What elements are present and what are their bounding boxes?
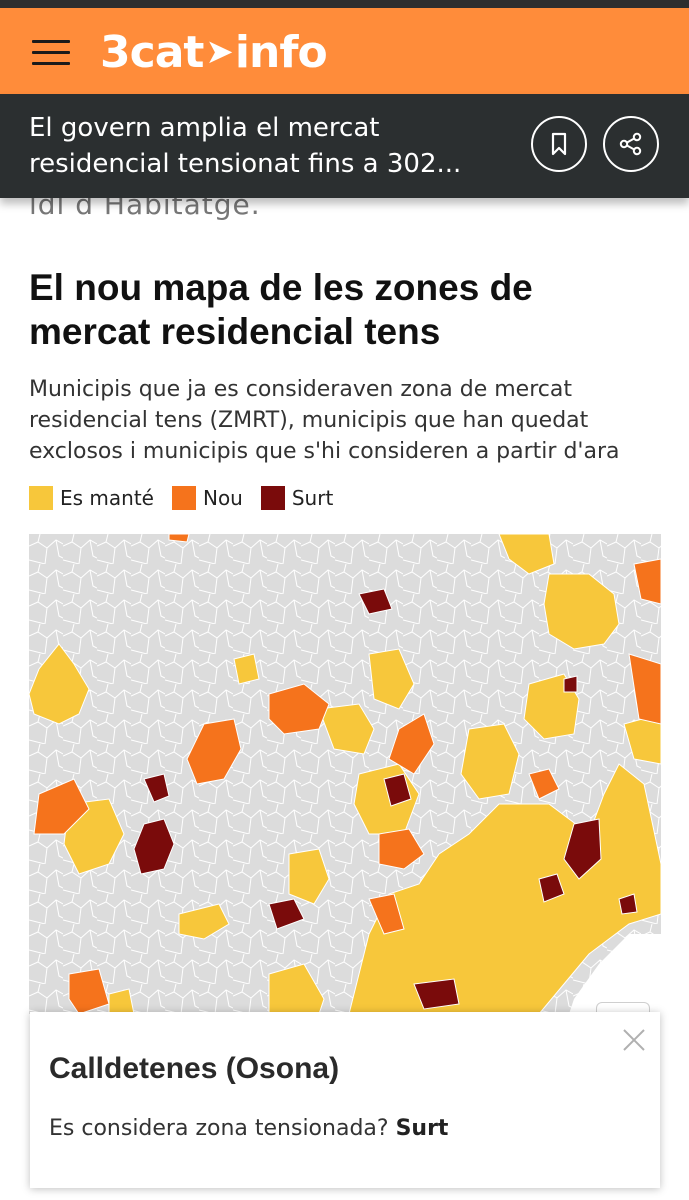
- legend-label: Surt: [291, 486, 334, 510]
- legend-label: Nou: [202, 486, 243, 510]
- region-west-1: [29, 643, 90, 725]
- region-surt-9: [538, 873, 565, 903]
- region-surt-6: [268, 898, 305, 930]
- region-surt-7: [413, 978, 460, 1010]
- region-south-1: [268, 963, 325, 1014]
- bookmark-button[interactable]: [531, 116, 587, 172]
- municipality-map[interactable]: [29, 534, 661, 1014]
- legend-swatch-nou: [171, 486, 196, 510]
- brand-logo[interactable]: 3cat ➤ info: [100, 24, 328, 80]
- map-svg[interactable]: [29, 534, 661, 1014]
- bookmark-icon: [551, 132, 567, 156]
- region-nou-3: [388, 713, 435, 775]
- region-nou-2: [268, 683, 330, 735]
- popup-question-line: Es considera zona tensionada? Surt: [49, 1116, 448, 1141]
- region-surt-1: [133, 818, 175, 875]
- legend-item-surt: Surt: [260, 486, 334, 510]
- map-legend: Es manté Nou Surt: [29, 486, 351, 510]
- share-button[interactable]: [603, 116, 659, 172]
- region-nou-10: [528, 768, 560, 800]
- region-nou-5: [368, 893, 405, 935]
- region-small-1: [233, 653, 260, 685]
- popup-question: Es considera zona tensionada?: [49, 1116, 396, 1141]
- legend-swatch-es-mante: [29, 486, 53, 510]
- legend-item-nou: Nou: [171, 486, 243, 510]
- region-nou[interactable]: [33, 534, 661, 1014]
- region-nou-6: [628, 653, 661, 725]
- popup-answer: Surt: [395, 1116, 449, 1141]
- region-surt[interactable]: [133, 588, 638, 1010]
- close-icon[interactable]: [620, 1026, 648, 1054]
- region-es-mante[interactable]: [29, 534, 661, 1014]
- region-central-1: [460, 723, 520, 800]
- status-bar: [0, 0, 689, 8]
- legend-item-es-mante: Es manté: [29, 486, 154, 510]
- region-surt-2: [143, 773, 170, 803]
- share-icon: [619, 132, 642, 156]
- legend-label: Es manté: [60, 486, 154, 510]
- popup-title: Calldetenes (Osona): [49, 1052, 340, 1085]
- region-nou-8: [68, 968, 110, 1014]
- region-small-2: [178, 903, 230, 940]
- sticky-article-bar: El govern amplia el mercat residencial t…: [0, 94, 689, 198]
- region-surt-4: [383, 773, 412, 807]
- region-north-coast: [498, 534, 555, 575]
- region-nou-11: [168, 534, 190, 543]
- logo-suffix: info: [234, 26, 328, 78]
- region-surt-8: [563, 675, 578, 693]
- region-surt-10: [618, 893, 638, 915]
- region-surt-3: [358, 588, 393, 615]
- legend-swatch-surt: [260, 486, 285, 510]
- region-north-east: [543, 573, 620, 650]
- region-central-2: [368, 648, 415, 710]
- region-south-2: [108, 988, 135, 1014]
- municipality-popup: Calldetenes (Osona) Es considera zona te…: [30, 1012, 660, 1188]
- map-subtitle: Municipis que ja es consideraven zona de…: [29, 377, 620, 464]
- sea-area: [569, 934, 661, 1014]
- article-title[interactable]: El govern amplia el mercat residencial t…: [29, 113, 462, 179]
- top-header: 3cat ➤ info: [0, 8, 689, 94]
- logo-arrow-icon: ➤: [205, 32, 233, 72]
- region-nou-7: [633, 558, 661, 605]
- region-mid-south: [288, 848, 330, 905]
- region-surt-5: [563, 818, 602, 880]
- hamburger-menu-icon[interactable]: [32, 38, 70, 66]
- region-nou-4: [33, 778, 90, 835]
- region-metropolitan-coast: [348, 763, 661, 1014]
- region-nou-9: [378, 828, 425, 870]
- map-title: El nou mapa de les zones de mercat resid…: [29, 267, 533, 352]
- logo-text: 3cat: [100, 26, 204, 78]
- region-central-3: [318, 703, 375, 755]
- region-nou-1: [186, 718, 242, 785]
